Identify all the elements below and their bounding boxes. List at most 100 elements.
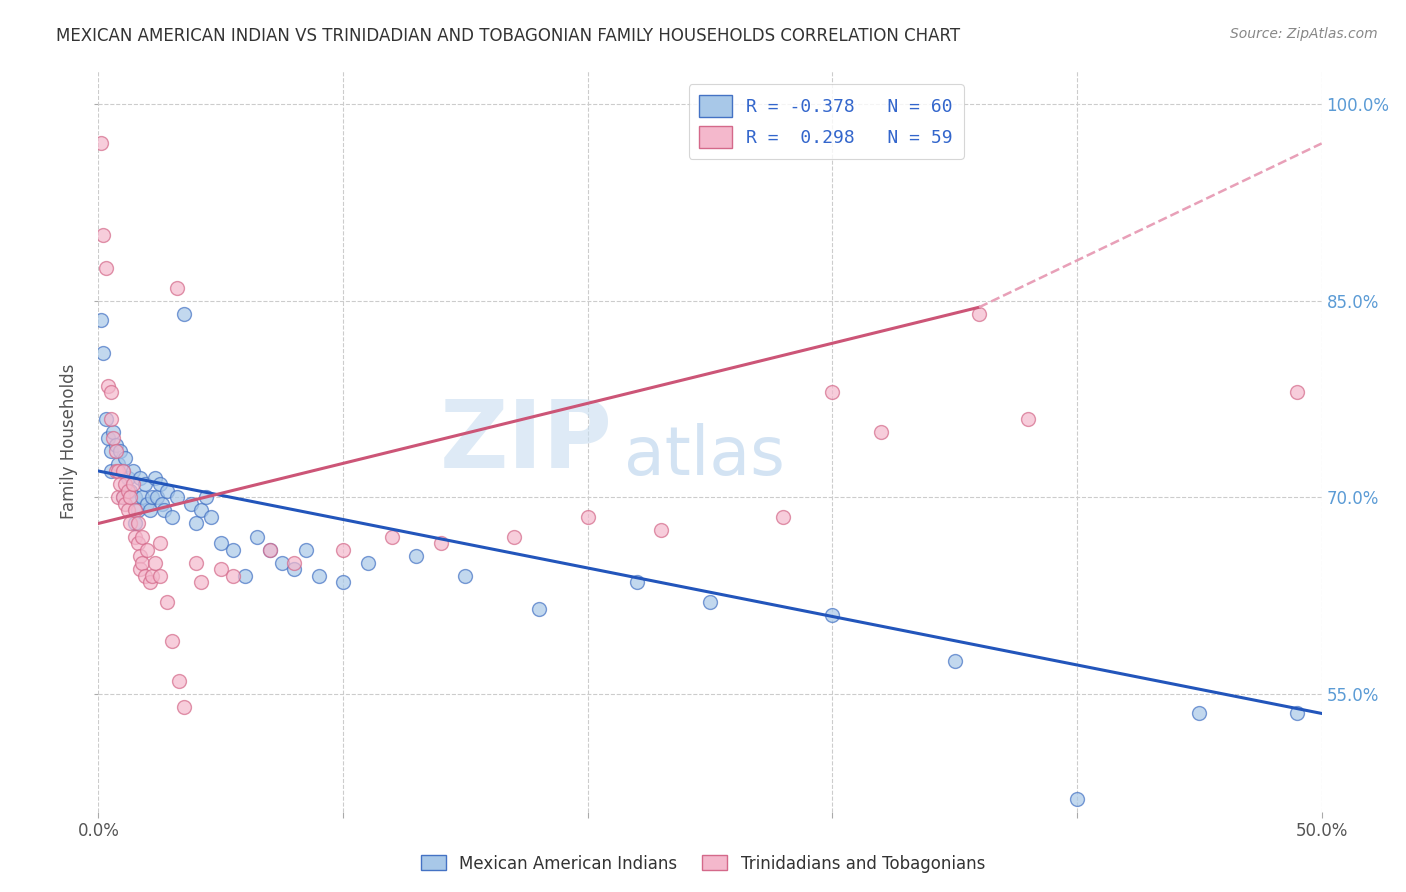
- Point: [186, 516, 208, 531]
- Point: [166, 490, 188, 504]
- Text: MEXICAN AMERICAN INDIAN VS TRINIDADIAN AND TOBAGONIAN FAMILY HOUSEHOLDS CORRELAT: MEXICAN AMERICAN INDIAN VS TRINIDADIAN A…: [56, 27, 960, 45]
- Point: [156, 595, 179, 609]
- Point: [110, 444, 132, 458]
- Point: [283, 556, 305, 570]
- Point: [259, 542, 281, 557]
- Point: [120, 516, 142, 531]
- Text: ZIP: ZIP: [439, 395, 612, 488]
- Point: [100, 411, 122, 425]
- Point: [90, 313, 112, 327]
- Point: [650, 523, 672, 537]
- Point: [114, 477, 136, 491]
- Point: [129, 549, 152, 564]
- Point: [104, 444, 127, 458]
- Point: [173, 307, 195, 321]
- Point: [180, 497, 202, 511]
- Point: [104, 464, 127, 478]
- Point: [195, 490, 218, 504]
- Point: [120, 490, 142, 504]
- Point: [146, 490, 169, 504]
- Point: [259, 542, 281, 557]
- Point: [160, 634, 183, 648]
- Point: [143, 556, 166, 570]
- Point: [129, 470, 152, 484]
- Point: [131, 530, 153, 544]
- Point: [246, 530, 269, 544]
- Point: [150, 497, 173, 511]
- Point: [222, 569, 245, 583]
- Point: [149, 536, 172, 550]
- Point: [111, 490, 134, 504]
- Point: [405, 549, 427, 564]
- Point: [209, 562, 232, 576]
- Point: [101, 425, 124, 439]
- Point: [503, 530, 526, 544]
- Point: [127, 536, 149, 550]
- Point: [186, 556, 208, 570]
- Text: atlas: atlas: [624, 424, 786, 490]
- Point: [381, 530, 404, 544]
- Point: [91, 346, 114, 360]
- Point: [821, 385, 844, 400]
- Point: [129, 562, 152, 576]
- Point: [209, 536, 232, 550]
- Point: [104, 438, 127, 452]
- Point: [283, 562, 305, 576]
- Point: [117, 470, 139, 484]
- Point: [821, 608, 844, 623]
- Point: [94, 260, 117, 275]
- Point: [1188, 706, 1211, 721]
- Point: [100, 444, 122, 458]
- Point: [233, 569, 256, 583]
- Text: Source: ZipAtlas.com: Source: ZipAtlas.com: [1230, 27, 1378, 41]
- Point: [139, 503, 162, 517]
- Point: [1286, 385, 1309, 400]
- Point: [110, 477, 132, 491]
- Point: [356, 556, 378, 570]
- Point: [127, 503, 149, 517]
- Point: [97, 379, 120, 393]
- Point: [121, 477, 143, 491]
- Point: [114, 450, 136, 465]
- Point: [1286, 706, 1309, 721]
- Point: [94, 411, 117, 425]
- Point: [101, 431, 124, 445]
- Point: [134, 569, 156, 583]
- Legend: R = -0.378   N = 60, R =  0.298   N = 59: R = -0.378 N = 60, R = 0.298 N = 59: [689, 84, 965, 159]
- Point: [308, 569, 330, 583]
- Point: [107, 490, 129, 504]
- Point: [967, 307, 990, 321]
- Point: [136, 542, 159, 557]
- Point: [190, 503, 212, 517]
- Point: [91, 228, 114, 243]
- Point: [167, 673, 190, 688]
- Point: [107, 458, 129, 472]
- Point: [127, 516, 149, 531]
- Point: [332, 575, 354, 590]
- Point: [111, 464, 134, 478]
- Point: [430, 536, 453, 550]
- Point: [149, 477, 172, 491]
- Point: [141, 569, 163, 583]
- Point: [121, 464, 143, 478]
- Point: [772, 509, 794, 524]
- Point: [100, 385, 122, 400]
- Point: [332, 542, 354, 557]
- Point: [870, 425, 893, 439]
- Point: [90, 136, 112, 151]
- Point: [149, 569, 172, 583]
- Point: [699, 595, 721, 609]
- Point: [134, 477, 156, 491]
- Point: [173, 699, 195, 714]
- Point: [1066, 791, 1088, 805]
- Y-axis label: Family Households: Family Households: [60, 364, 79, 519]
- Point: [120, 483, 142, 498]
- Point: [124, 503, 146, 517]
- Point: [117, 483, 139, 498]
- Point: [131, 490, 153, 504]
- Point: [124, 490, 146, 504]
- Point: [160, 509, 183, 524]
- Point: [124, 530, 146, 544]
- Point: [626, 575, 648, 590]
- Point: [454, 569, 477, 583]
